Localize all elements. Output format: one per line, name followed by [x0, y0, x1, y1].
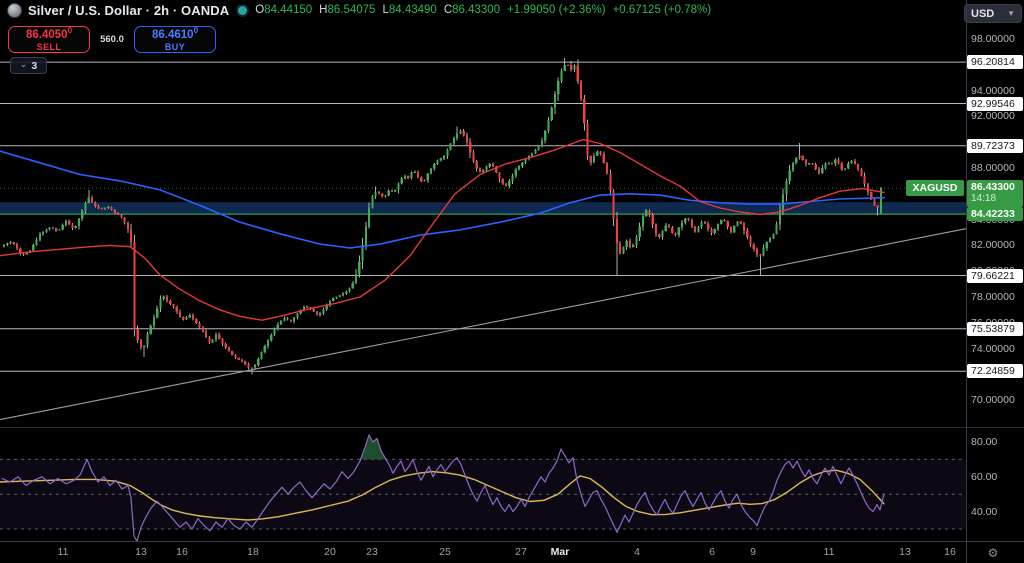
currency-label: USD [971, 7, 995, 20]
buy-label: BUY [164, 42, 186, 53]
indicators-collapse-button[interactable]: ⌄ 3 [10, 57, 47, 74]
time-tick: 11 [823, 546, 835, 558]
main-chart-pane[interactable] [0, 0, 966, 427]
time-tick: Mar [550, 546, 570, 558]
extended-change-value: +0.67125 (+0.78%) [612, 4, 712, 16]
rsi-scale-tick: 80.00 [971, 436, 998, 448]
settings-gear-icon[interactable]: ⚙ [987, 546, 999, 560]
bar-countdown: 14:18 [971, 193, 997, 205]
price-tick: 98.00000 [971, 33, 1015, 45]
silver-coin-icon [7, 2, 22, 18]
chevron-down-icon: ▼ [1007, 9, 1015, 18]
level-price-label: 92.99546 [967, 96, 1023, 111]
buy-price-sup: 0 [193, 25, 199, 35]
time-tick: 25 [439, 546, 451, 558]
level-price-label: 79.66221 [967, 268, 1023, 283]
sell-price-sup: 0 [67, 25, 73, 35]
symbol-legend: Silver / U.S. Dollar · 2h · OANDA O84.44… [0, 0, 718, 20]
time-axis[interactable]: 11 13 16 18 20 23 25 27 Mar 4 6 9 11 13 16 [0, 542, 1024, 563]
price-tick: 88.00000 [971, 162, 1015, 174]
sell-price: 86.4050 [25, 28, 68, 41]
candlestick-chart[interactable] [0, 0, 966, 427]
time-tick: 27 [515, 546, 527, 558]
horizontal-line-price-label: 84.42233 [967, 207, 1023, 222]
price-tick: 78.00000 [971, 291, 1015, 303]
trend-line[interactable] [0, 228, 966, 421]
time-tick: 18 [247, 546, 259, 558]
level-price-label: 96.20814 [967, 55, 1023, 70]
level-price-label: 89.72373 [967, 138, 1023, 153]
price-tick: 94.00000 [971, 84, 1015, 97]
ohlc-item: C86.43300 [443, 4, 501, 16]
price-tick: 82.00000 [971, 239, 1015, 252]
slow-ma-line [0, 150, 885, 249]
rsi-scale-tick: 40.00 [971, 505, 998, 518]
time-tick: 23 [366, 546, 378, 558]
time-tick: 13 [899, 546, 911, 558]
ohlc-item: O84.44150 [255, 4, 313, 16]
chevron-down-icon: ⌄ [19, 58, 28, 69]
time-tick: 11 [57, 546, 69, 558]
price-tick: 92.00000 [971, 110, 1015, 123]
sell-button[interactable]: 86.40500 SELL [8, 26, 90, 53]
rsi-overbought-fill [358, 435, 392, 460]
rsi-pane[interactable] [0, 427, 966, 541]
rsi-chart[interactable] [0, 427, 966, 541]
buy-price: 86.4610 [151, 28, 194, 41]
spread-value: 560.0 [100, 34, 124, 45]
trade-panel: 86.40500 SELL 560.0 86.46100 BUY [8, 26, 216, 53]
sell-label: SELL [36, 42, 62, 53]
rsi-line [1, 434, 885, 541]
indicator-count: 3 [31, 59, 38, 72]
time-tick: 20 [324, 546, 336, 558]
time-tick: 9 [750, 546, 756, 558]
time-tick: 16 [944, 546, 956, 558]
candles [2, 58, 883, 375]
change-value: +1.99050 (+2.36%) [507, 4, 606, 16]
price-tick: 70.00000 [971, 394, 1015, 407]
fast-ma-line [0, 138, 885, 321]
price-zone-rect [0, 202, 966, 214]
ohlc-item: L84.43490 [382, 4, 437, 16]
time-tick: 13 [135, 546, 147, 558]
price-axis[interactable]: USD ▼ 86.43300 14:18 84.42233 98.00000 94… [964, 0, 1024, 541]
symbol-price-tag: XAGUSD [906, 180, 964, 197]
currency-button[interactable]: USD ▼ [964, 4, 1022, 23]
rsi-scale-tick: 60.00 [971, 470, 998, 483]
level-price-label: 72.24859 [967, 364, 1023, 379]
ohlc-values: O84.44150 H86.54075 L84.43490 C86.43300 +1.… [255, 4, 718, 16]
time-axis-separator [0, 541, 1024, 542]
current-price-value: 86.43300 [971, 181, 1015, 194]
time-tick: 4 [634, 546, 640, 558]
ohlc-item: H86.54075 [319, 4, 376, 16]
pane-separator[interactable] [0, 427, 1024, 428]
current-price-label: 86.43300 14:18 [967, 180, 1023, 208]
level-price-label: 75.53879 [967, 321, 1023, 336]
symbol-title[interactable]: Silver / U.S. Dollar · 2h · OANDA [28, 2, 230, 18]
buy-button[interactable]: 86.46100 BUY [134, 26, 216, 53]
axis-separator [966, 0, 967, 563]
time-tick: 6 [709, 546, 715, 558]
time-tick: 16 [176, 546, 188, 558]
market-status-dot-icon [238, 5, 248, 15]
price-tick: 74.00000 [971, 342, 1015, 355]
